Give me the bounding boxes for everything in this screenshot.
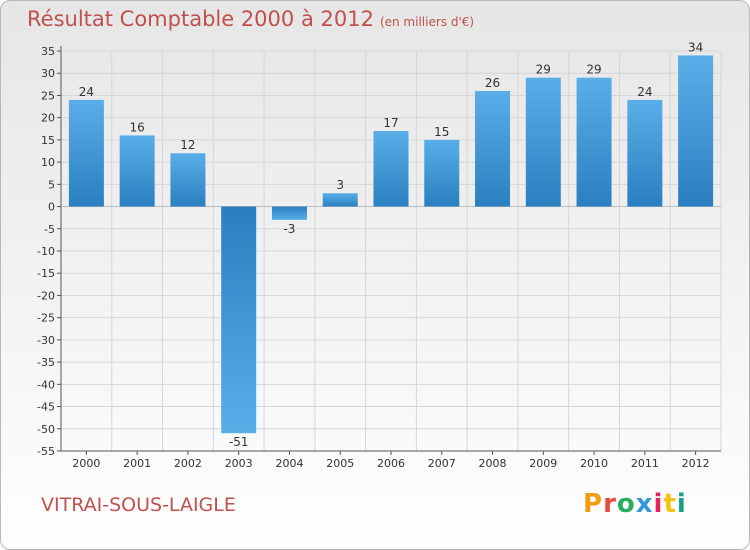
x-tick-label: 2005 (326, 457, 354, 470)
y-tick-label: 0 (48, 201, 55, 214)
x-tick-label: 2010 (580, 457, 608, 470)
x-tick-label: 2003 (225, 457, 253, 470)
bar-2005[interactable] (322, 193, 358, 207)
y-tick-label: 10 (41, 156, 55, 169)
x-tick-label: 2012 (682, 457, 710, 470)
bar-value-label: 34 (688, 40, 703, 54)
bar-value-label: 24 (637, 85, 652, 99)
commune-name: VITRAI-SOUS-LAIGLE (41, 494, 236, 516)
y-tick-label: -25 (37, 312, 55, 325)
y-tick-label: -55 (37, 445, 55, 458)
grid-lines (60, 50, 722, 452)
bar-value-label: 12 (180, 138, 195, 152)
bar-2006[interactable] (373, 131, 409, 207)
chart-title: Résultat Comptable 2000 à 2012 (en millie… (27, 7, 475, 31)
bar-2001[interactable] (119, 135, 155, 207)
y-tick-label: -40 (37, 378, 55, 391)
bars (68, 55, 714, 434)
bar-2004[interactable] (271, 206, 307, 220)
x-tick-label: 2000 (72, 457, 100, 470)
bar-2003[interactable] (221, 206, 257, 434)
bar-value-label: -3 (283, 222, 295, 236)
x-tick-label: 2002 (174, 457, 202, 470)
bar-value-label: 24 (79, 85, 94, 99)
y-tick-label: -30 (37, 334, 55, 347)
data-labels: 24 16 12 -51 -3 3 17 15 26 29 29 24 34 (79, 40, 704, 449)
chart-subtitle: (en milliers d'€) (379, 15, 475, 29)
bar-value-label: 29 (536, 63, 551, 77)
bar-2012[interactable] (678, 55, 714, 207)
bar-value-label: 29 (586, 63, 601, 77)
bar-2011[interactable] (627, 99, 663, 207)
y-tick-label: 30 (41, 67, 55, 80)
y-tick-label: -10 (37, 245, 55, 258)
bar-value-label: -51 (229, 435, 249, 449)
bar-value-label: 16 (130, 120, 145, 134)
bar-2000[interactable] (68, 99, 104, 207)
bar-value-label: 26 (485, 76, 500, 90)
bar-2008[interactable] (475, 91, 511, 207)
bar-2002[interactable] (170, 153, 206, 207)
x-tick-label: 2001 (123, 457, 151, 470)
x-tick-label: 2008 (479, 457, 507, 470)
axes: -55-50-45-40-35-30-25-20-15-10-505101520… (37, 45, 721, 470)
y-tick-label: 20 (41, 112, 55, 125)
y-tick-label: -35 (37, 356, 55, 369)
bar-2009[interactable] (525, 77, 561, 207)
y-tick-label: -15 (37, 267, 55, 280)
y-tick-label: -45 (37, 401, 55, 414)
proxiti-logo[interactable]: Proxiti (583, 489, 687, 519)
y-tick-label: 5 (48, 178, 55, 191)
y-tick-label: 15 (41, 134, 55, 147)
x-tick-label: 2011 (631, 457, 659, 470)
y-tick-label: 35 (41, 45, 55, 58)
x-tick-label: 2006 (377, 457, 405, 470)
x-tick-label: 2009 (529, 457, 557, 470)
bar-2007[interactable] (424, 139, 460, 207)
bar-value-label: 17 (383, 116, 398, 130)
bar-value-label: 3 (336, 178, 344, 192)
y-tick-label: 25 (41, 89, 55, 102)
x-tick-label: 2007 (428, 457, 456, 470)
y-tick-label: -50 (37, 423, 55, 436)
x-tick-label: 2004 (275, 457, 303, 470)
y-tick-label: -5 (44, 223, 55, 236)
bar-value-label: 15 (434, 125, 449, 139)
bar-2010[interactable] (576, 77, 612, 207)
y-tick-label: -20 (37, 289, 55, 302)
